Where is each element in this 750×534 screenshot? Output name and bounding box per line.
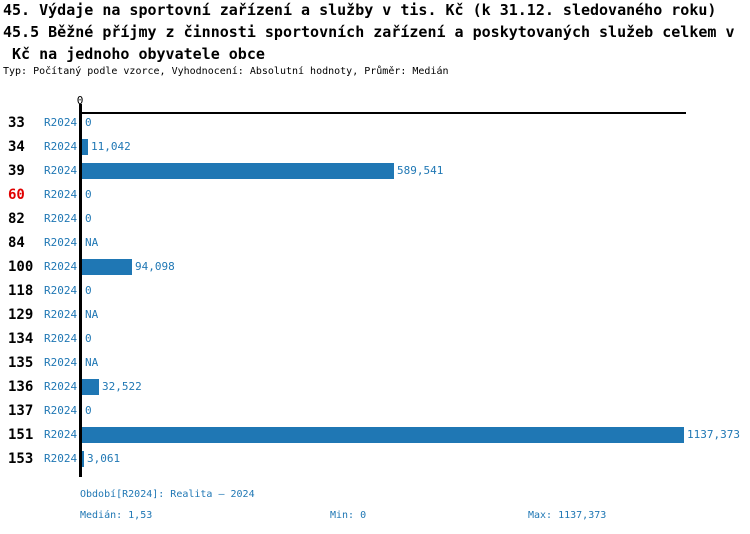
value-label: 0 [85,284,92,297]
value-label: NA [85,356,99,369]
bar [82,451,84,467]
period-label: R2024 [44,260,78,273]
value-label: 0 [85,188,92,201]
max-stat: Max: 1137,373 [528,510,607,521]
period-label: R2024 [44,284,78,297]
value-label: 0 [85,116,92,129]
bar [82,379,99,395]
period-label: R2024 [44,308,78,321]
period-label: R2024 [44,452,78,465]
value-label: 0 [85,332,92,345]
chart-row: 82 R2024 0 [0,207,750,231]
chart-row: 151 R2024 1137,373 [0,423,750,447]
category-label: 33 [8,115,25,131]
bar [82,139,88,155]
period-label: R2024 [44,188,78,201]
zero-baseline [79,104,82,477]
chart-row: 134 R2024 0 [0,327,750,351]
chart-title-line-2: 45.5 Běžné příjmy z činnosti sportovních… [3,23,735,41]
bar [82,427,684,443]
period-label: R2024 [44,140,78,153]
category-label: 100 [8,259,34,275]
period-label: R2024 [44,404,78,417]
chart-row: 153 R2024 3,061 [0,447,750,471]
chart-row: 33 R2024 0 [0,111,750,135]
value-label: 11,042 [91,140,131,153]
category-label: 135 [8,355,34,371]
category-label: 39 [8,163,25,179]
value-label: 32,522 [102,380,142,393]
chart-row: 39 R2024 589,541 [0,159,750,183]
period-label: R2024 [44,428,78,441]
period-label: R2024 [44,332,78,345]
period-label: R2024 [44,164,78,177]
chart-row: 84 R2024 NA [0,231,750,255]
value-label: 0 [85,212,92,225]
category-label: 137 [8,403,34,419]
chart-row: 60 R2024 0 [0,183,750,207]
chart-title-line-1: 45. Výdaje na sportovní zařízení a služb… [3,1,717,19]
x-axis-tick-label-zero: 0 [76,94,84,107]
value-label: NA [85,308,99,321]
period-label: R2024 [44,212,78,225]
chart-title-line-3: Kč na jednoho obyvatele obce [3,45,265,63]
chart-row: 100 R2024 94,098 [0,255,750,279]
period-label: R2024 [44,380,78,393]
bar [82,163,394,179]
chart-row: 118 R2024 0 [0,279,750,303]
category-label: 136 [8,379,34,395]
category-label: 84 [8,235,25,251]
chart-subtitle: Typ: Počítaný podle vzorce, Vyhodnocení:… [3,66,449,77]
category-label: 134 [8,331,34,347]
chart-row: 137 R2024 0 [0,399,750,423]
x-axis-line [80,112,686,114]
period-label: R2024 [44,116,78,129]
chart-row: 34 R2024 11,042 [0,135,750,159]
category-label: 34 [8,139,25,155]
category-label-highlighted: 60 [8,187,25,203]
value-label: 0 [85,404,92,417]
value-label: 94,098 [135,260,175,273]
category-label: 151 [8,427,34,443]
chart-row: 135 R2024 NA [0,351,750,375]
chart-row: 129 R2024 NA [0,303,750,327]
category-label: 153 [8,451,34,467]
category-label: 82 [8,211,25,227]
period-label: R2024 [44,356,78,369]
value-label: 3,061 [87,452,121,465]
value-label: 1137,373 [687,428,740,441]
value-label: NA [85,236,99,249]
min-stat: Min: 0 [330,510,367,521]
median-stat: Medián: 1,53 [80,510,153,521]
category-label: 129 [8,307,34,323]
chart-row: 136 R2024 32,522 [0,375,750,399]
period-label: R2024 [44,236,78,249]
category-label: 118 [8,283,34,299]
value-label: 589,541 [397,164,444,177]
bar [82,259,132,275]
period-info: Období[R2024]: Realita – 2024 [80,489,255,500]
